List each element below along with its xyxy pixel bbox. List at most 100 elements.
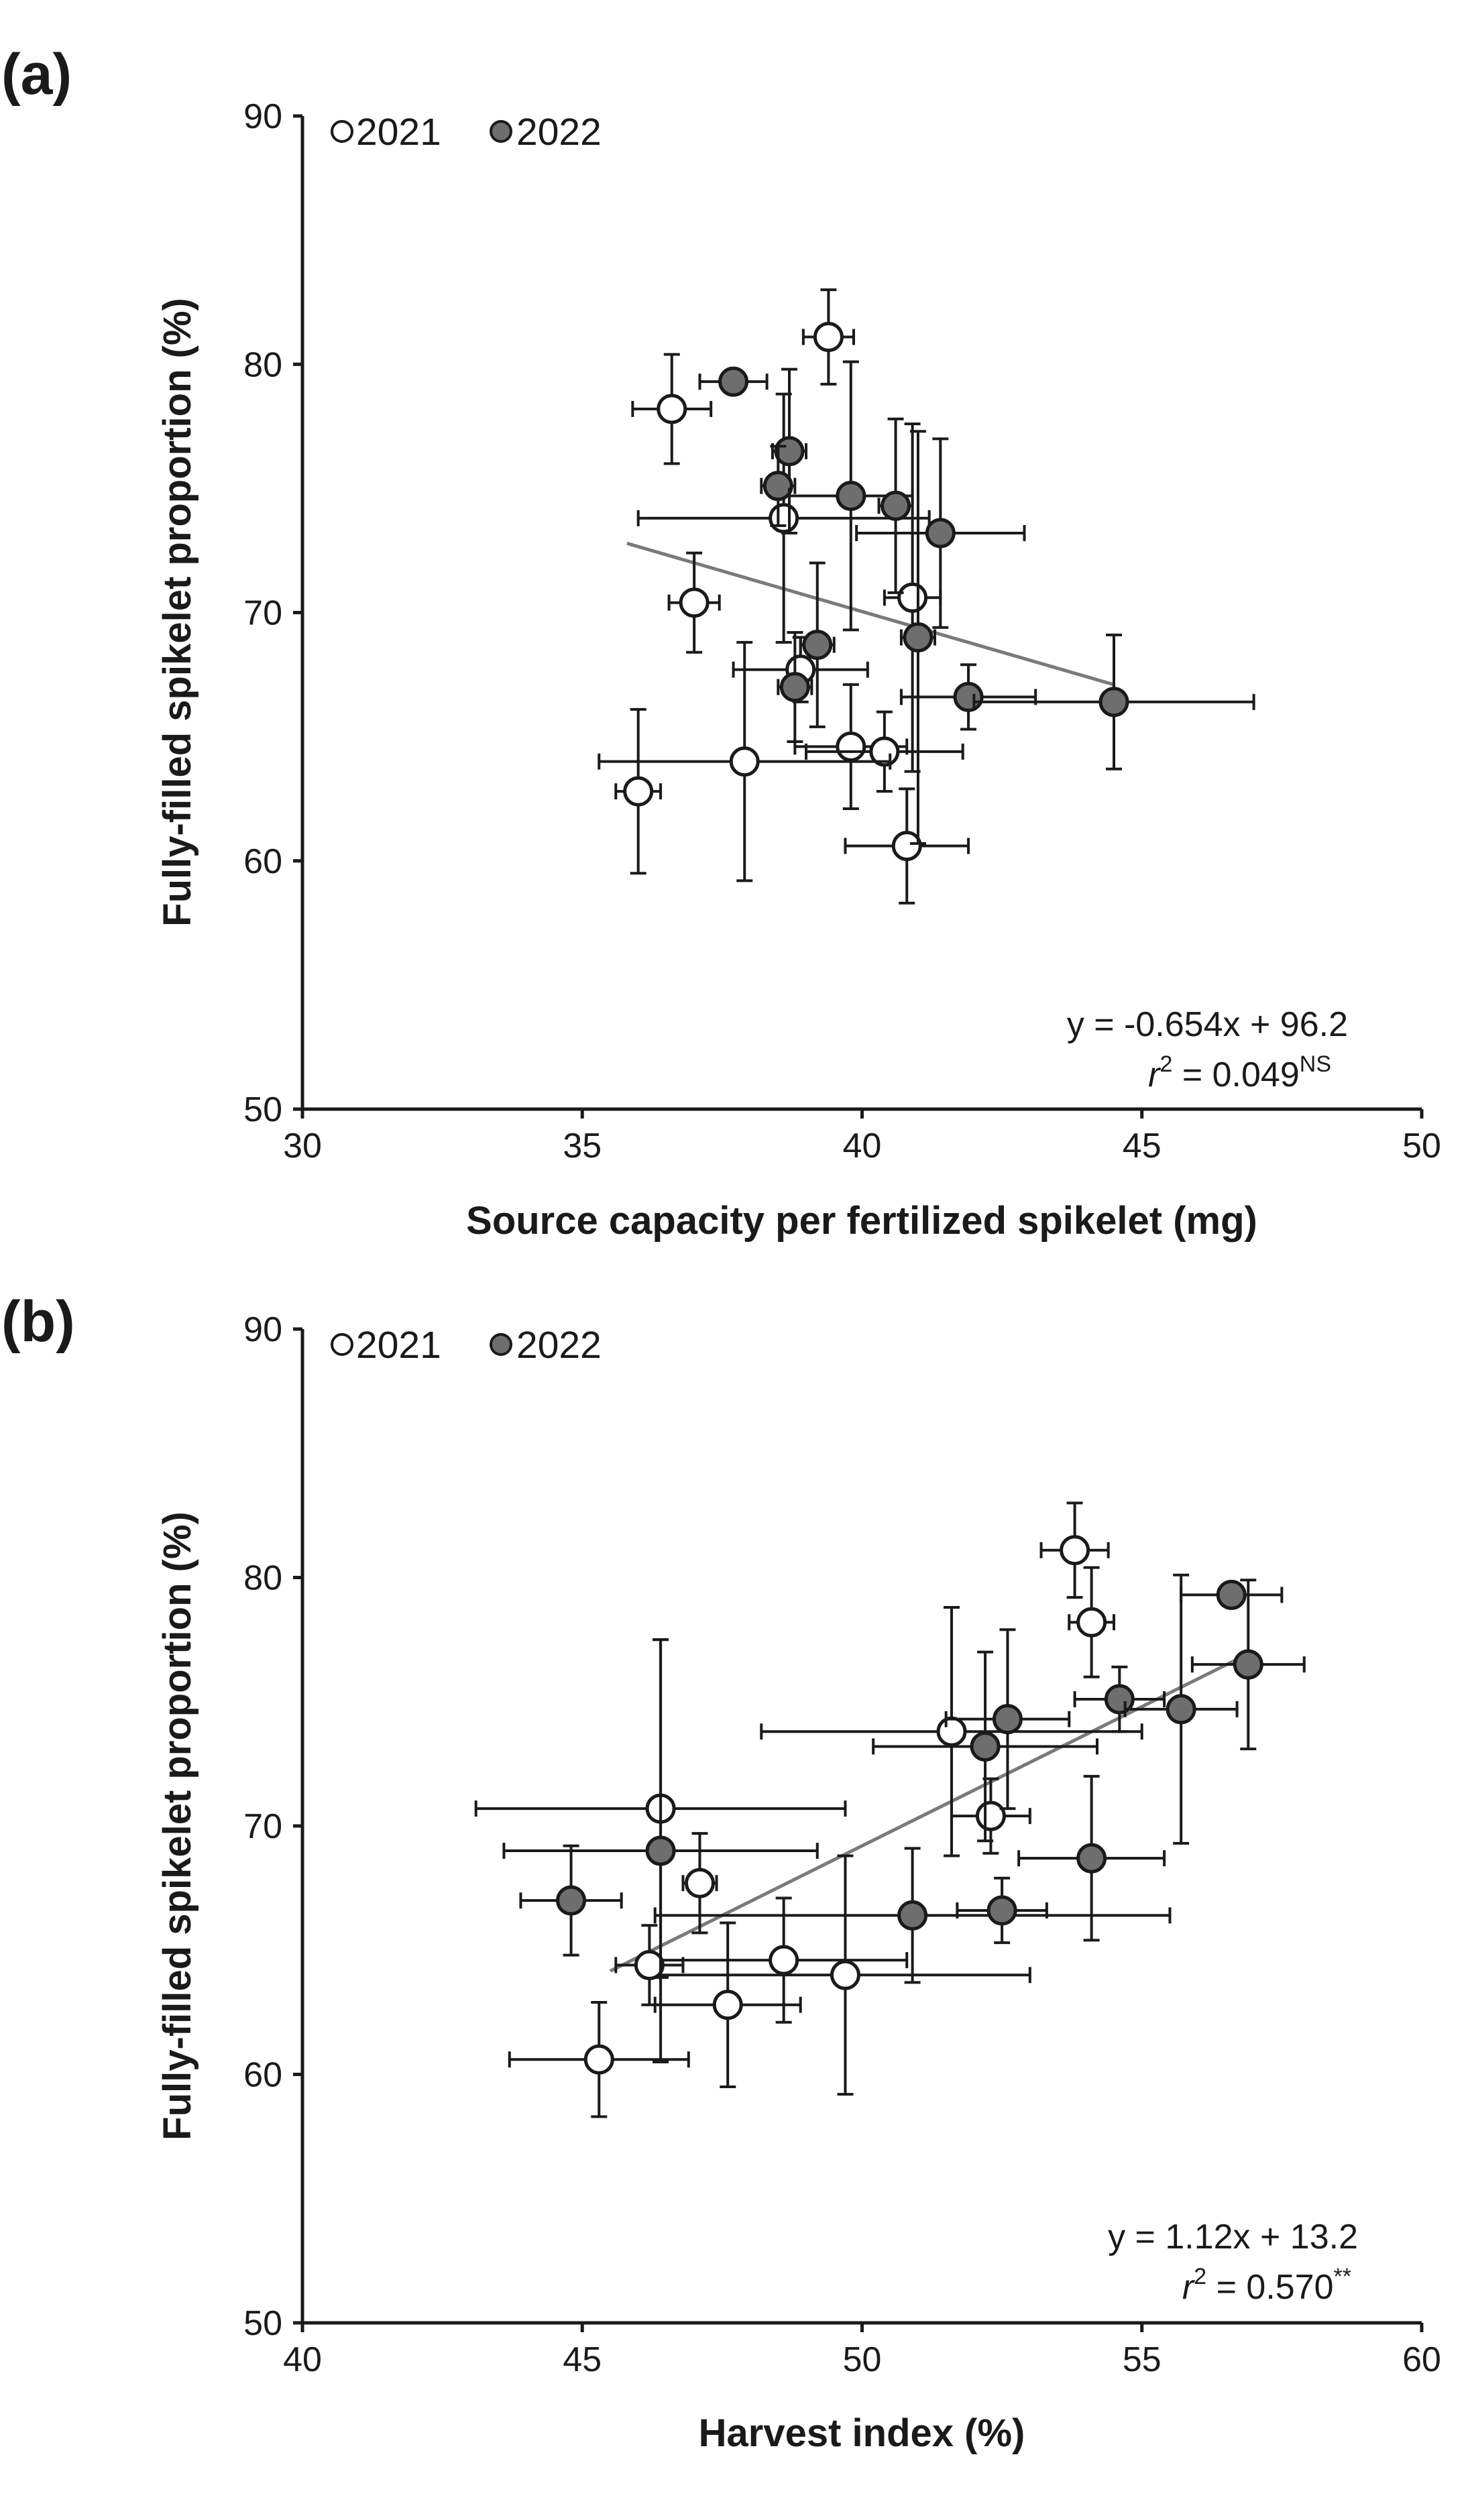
x-tick-label: 50 (1402, 1127, 1441, 1165)
data-point-2021 (805, 710, 964, 793)
marker-2022 (881, 490, 911, 521)
panel-a-r-exponent: 2 (1159, 1051, 1172, 1077)
data-point-2021 (801, 288, 855, 386)
panel-a-label: (a) (1, 42, 72, 107)
data-point-2021 (681, 1832, 718, 1935)
data-point-2022 (1190, 1579, 1306, 1751)
x-tick-label: 45 (563, 2340, 602, 2379)
panel-a-legend-label-2022: 2022 (516, 111, 602, 154)
trendline (626, 541, 1115, 687)
data-point-2021 (614, 1924, 685, 2006)
panel-a-data-points (598, 288, 1255, 905)
data-point-2021 (508, 2001, 690, 2118)
panel-b-r-value: = 0.570 (1206, 2268, 1333, 2307)
panel-b-legend-label-2021: 2021 (356, 1324, 441, 1367)
data-point-2022 (502, 1638, 819, 2063)
panel-b-data-points (474, 1501, 1306, 2118)
data-point-2022 (877, 417, 914, 594)
data-point-2021 (614, 707, 663, 875)
data-point-2022 (788, 360, 914, 632)
data-point-2022 (972, 633, 1255, 770)
data-point-2021 (883, 422, 942, 773)
marker-2022 (556, 1885, 587, 1916)
marker-2021 (712, 1990, 743, 2020)
panel-a: (a) 50 60 70 80 90 30 35 40 45 50 Fully-filled sp… (1, 42, 1441, 1243)
x-tick-label: 30 (283, 1127, 322, 1165)
panel-a-legend-label-2021: 2021 (356, 111, 441, 154)
marker-2021 (936, 1716, 967, 1747)
panel-b-regression-equation: y = 1.12x + 13.2 (1108, 2218, 1358, 2256)
panel-a-legend-marker-2021 (331, 120, 353, 143)
panel-a-significance: NS (1300, 1051, 1331, 1077)
marker-2021 (623, 776, 654, 807)
marker-2022 (1233, 1649, 1263, 1680)
y-tick-label: 90 (243, 1310, 282, 1349)
x-tick-label: 60 (1402, 2340, 1441, 2379)
panel-a-r-value: = 0.049 (1172, 1055, 1299, 1094)
marker-2022 (1076, 1843, 1107, 1874)
panel-b-trendline-group (609, 1652, 1249, 1973)
marker-2022 (1216, 1579, 1247, 1610)
data-point-2022 (698, 366, 769, 397)
marker-2021 (1060, 1535, 1090, 1566)
marker-2022 (718, 366, 749, 397)
marker-2022 (1098, 687, 1129, 718)
marker-2021 (634, 1949, 665, 1980)
marker-2022 (836, 480, 866, 511)
panel-b-r-exponent: 2 (1194, 2264, 1206, 2289)
y-tick-label: 50 (243, 1090, 282, 1129)
x-tick-label: 35 (563, 1127, 602, 1165)
data-point-2021 (1068, 1566, 1116, 1678)
panel-b-x-axis-title: Harvest index (%) (699, 2411, 1025, 2455)
data-point-2022 (653, 1847, 1172, 1984)
marker-2022 (970, 1731, 1001, 1762)
panel-b-legend-marker-2021 (331, 1333, 353, 1356)
y-tick-label: 50 (243, 2304, 282, 2343)
panel-a-x-axis-title: Source capacity per fertilized spikelet … (466, 1199, 1257, 1243)
panel-b: (b) 50 60 70 80 90 40 45 50 55 60 Fully-filled sp… (1, 1290, 1441, 2455)
marker-2022 (774, 436, 805, 467)
marker-2022 (903, 622, 933, 653)
marker-2022 (953, 681, 984, 712)
data-point-2022 (855, 437, 1026, 629)
x-tick-label: 40 (283, 2340, 322, 2379)
data-point-2021 (844, 787, 970, 905)
panel-a-ticks: 50 60 70 80 90 30 35 40 45 50 (243, 97, 1441, 1165)
panel-b-axes (300, 1329, 1422, 2325)
data-point-2022 (944, 1628, 1071, 1811)
y-tick-label: 70 (243, 594, 282, 633)
trendline (609, 1652, 1249, 1973)
panel-a-r-squared: r2 = 0.049NS (1148, 1051, 1331, 1094)
panel-b-legend-marker-2022 (490, 1333, 512, 1356)
x-tick-label: 40 (843, 1127, 882, 1165)
marker-2021 (679, 587, 710, 618)
panel-a-regression-equation: y = -0.654x + 96.2 (1067, 1005, 1348, 1044)
panel-b-r-symbol: r (1182, 2268, 1196, 2307)
marker-2022 (762, 471, 793, 502)
data-point-2021 (653, 1921, 802, 2089)
y-tick-label: 90 (243, 97, 282, 136)
y-tick-label: 80 (243, 1559, 282, 1598)
x-tick-label: 45 (1123, 1127, 1162, 1165)
panel-a-r-symbol: r (1148, 1055, 1162, 1094)
y-tick-label: 60 (243, 2056, 282, 2095)
marker-2021 (813, 322, 844, 353)
panel-a-legend: 2021 2022 (331, 111, 602, 154)
marker-2022 (645, 1835, 676, 1866)
data-point-2022 (799, 561, 836, 728)
marker-2021 (830, 1959, 860, 1990)
marker-2022 (802, 630, 833, 661)
marker-2021 (657, 394, 687, 424)
marker-2021 (836, 731, 866, 762)
y-tick-label: 60 (243, 842, 282, 881)
data-point-2022 (899, 430, 936, 845)
marker-2022 (925, 518, 956, 549)
panel-b-r-squared: r2 = 0.570** (1182, 2264, 1351, 2307)
marker-2021 (684, 1868, 715, 1898)
data-point-2021 (659, 1854, 1031, 2096)
panel-b-significance: ** (1334, 2264, 1351, 2289)
marker-2021 (583, 2044, 614, 2075)
y-tick-label: 70 (243, 1807, 282, 1846)
data-point-2022 (899, 663, 1037, 731)
